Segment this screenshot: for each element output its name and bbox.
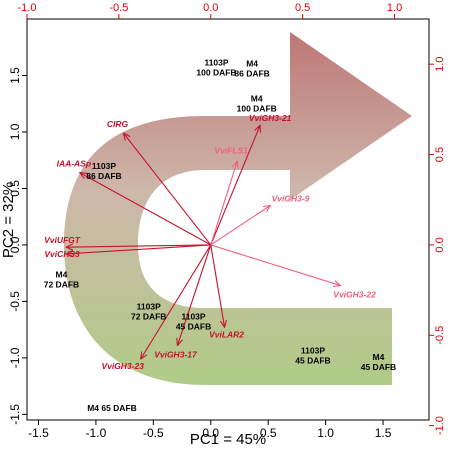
sample-label: M4 100 DAFB xyxy=(237,93,277,113)
y-tick-label: -1.0 xyxy=(8,347,22,368)
loading-label: VviGH3-9 xyxy=(272,193,310,203)
top-tick-label: 0.0 xyxy=(203,2,218,14)
loading-arrow xyxy=(80,173,212,246)
x-tick-label: -0.5 xyxy=(143,426,164,440)
sample-label-line: 100 DAFB xyxy=(237,103,277,113)
sample-label-line: 1103P xyxy=(204,57,228,67)
sample-label-line: 72 DAFB xyxy=(44,280,79,290)
loading-arrow xyxy=(210,244,225,327)
sample-label-line: 1103P xyxy=(301,345,325,355)
x-tick-label: -1.5 xyxy=(28,426,49,440)
sample-label-line: 1103P xyxy=(181,311,205,321)
right-tick-label: 1.0 xyxy=(434,57,446,72)
sample-label: M4 45 DAFB xyxy=(361,352,396,372)
loading-label: VviFLS1 xyxy=(214,145,248,155)
sample-label: 1103P 86 DAFB xyxy=(86,161,121,181)
x-tick-label: 0.0 xyxy=(202,426,219,440)
y-tick-label: -0.5 xyxy=(8,291,22,312)
y-tick-label: 1.0 xyxy=(8,123,22,140)
sample-label-line: 72 DAFB xyxy=(131,311,166,321)
loading-arrow xyxy=(123,133,212,246)
loading-arrow xyxy=(66,244,211,254)
loading-label: VviGH3-23 xyxy=(101,361,144,371)
loading-arrow xyxy=(210,244,341,286)
loading-label: IAA-ASp xyxy=(57,159,91,169)
right-tick-label: 0.0 xyxy=(434,237,446,252)
loading-arrow xyxy=(210,161,237,246)
axes-layer: -1.5 -1.0 -0.5 0.0 0.5 1.0 1.5 -1.5 -1.0 -0.5 0.0 0… xyxy=(8,2,446,440)
top-tick-label: 0.5 xyxy=(295,2,310,14)
x-tick-label: -1.0 xyxy=(86,426,107,440)
sample-label-line: 86 DAFB xyxy=(234,68,269,78)
sample-label-line: 100 DAFB xyxy=(196,67,236,77)
sample-label-line: 86 DAFB xyxy=(86,171,121,181)
sample-label-line: 45 DAFB xyxy=(361,362,396,372)
sample-label-line: 45 DAFB xyxy=(176,321,211,331)
sample-label-line: M4 xyxy=(56,270,68,280)
sample-label: 1103P 100 DAFB xyxy=(196,57,236,77)
x-tick-label: 0.5 xyxy=(260,426,277,440)
loading-label: VviCHS3 xyxy=(44,249,80,259)
top-tick-label: 1.0 xyxy=(387,2,402,14)
y-tick-label: 0.0 xyxy=(8,236,22,253)
y-axis-title: PC2 = 32% xyxy=(0,182,17,258)
plot-frame xyxy=(26,18,430,421)
loading-arrow xyxy=(210,205,271,246)
sample-label-line: M4 xyxy=(251,93,263,103)
sample-label-line: 1103P xyxy=(137,301,161,311)
y-tick-label: 1.5 xyxy=(8,67,22,84)
loading-arrow xyxy=(66,245,211,247)
y-tick-label: -1.5 xyxy=(8,404,22,425)
loading-arrow xyxy=(210,125,260,246)
sample-label: 1103P 45 DAFB xyxy=(176,311,211,331)
loading-arrow xyxy=(141,244,212,359)
sample-label: M4 72 DAFB xyxy=(44,270,79,290)
loading-arrow xyxy=(177,244,212,346)
sample-label: 1103P 72 DAFB xyxy=(131,301,166,321)
background-u-arrow xyxy=(64,32,412,385)
x-axis-title: PC1 = 45% xyxy=(190,431,266,448)
loading-label: VviLAR2 xyxy=(209,329,244,339)
loading-label: CIRG xyxy=(107,119,129,129)
top-tick-label: -0.5 xyxy=(109,2,128,14)
loading-label: VviGH3-17 xyxy=(154,349,198,359)
sample-label-line: M4 xyxy=(373,352,385,362)
x-tick-label: 1.5 xyxy=(375,426,392,440)
sample-label: M4 65 DAFB xyxy=(87,403,137,413)
sample-label-line: 45 DAFB xyxy=(295,355,330,365)
y-tick-label: 0.5 xyxy=(8,180,22,197)
right-tick-label: 0.5 xyxy=(434,147,446,162)
sample-label-line: M4 65 DAFB xyxy=(87,403,137,413)
right-tick-label: -0.5 xyxy=(434,326,446,345)
sample-label: 1103P 45 DAFB xyxy=(295,345,330,365)
top-tick-label: -1.0 xyxy=(18,2,37,14)
loading-label: VviGH3-21 xyxy=(249,113,292,123)
loadings-layer: CIRG IAA-ASp VviUFGT VviCHS3 VviGH3-21 VviFLS… xyxy=(44,113,376,371)
sample-label-line: M4 xyxy=(246,58,258,68)
loading-label: VviUFGT xyxy=(44,235,81,245)
right-tick-label: -1.0 xyxy=(434,416,446,435)
loading-label: VviGH3-22 xyxy=(333,290,376,300)
sample-label: M4 86 DAFB xyxy=(234,58,269,78)
x-tick-label: 1.0 xyxy=(317,426,334,440)
sample-label-line: 1103P xyxy=(92,161,116,171)
